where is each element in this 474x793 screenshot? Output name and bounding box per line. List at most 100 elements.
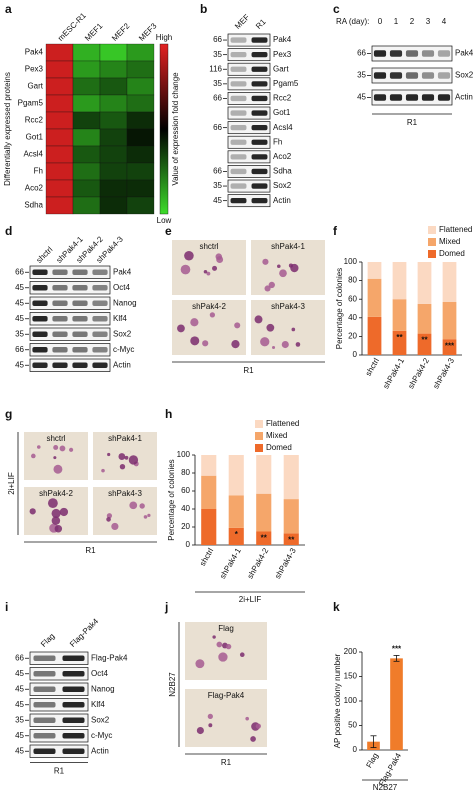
molecular-weight: 66: [15, 653, 24, 662]
x-tick-label: shPak4-1: [218, 546, 243, 580]
blot-band: [230, 37, 247, 43]
x-tick-label: shPak4-3: [431, 356, 456, 390]
row-label: Fh: [34, 167, 43, 176]
colony: [264, 285, 271, 292]
legend-label: Domed: [439, 249, 465, 258]
molecular-weight: 66: [15, 345, 24, 354]
blot-band: [72, 362, 88, 368]
panel-letter: f: [333, 224, 338, 238]
image-label: shctrl: [199, 242, 218, 251]
molecular-weight: 45: [15, 283, 24, 292]
blot-band: [405, 94, 419, 101]
heatmap-cell: [126, 196, 155, 215]
blot-band: [72, 316, 88, 322]
blot-strip: [29, 296, 111, 310]
colony: [268, 281, 275, 289]
colony: [51, 516, 61, 525]
blot-band: [33, 748, 56, 754]
heatmap-cell: [99, 196, 128, 215]
blot-band: [62, 655, 85, 661]
colony: [195, 659, 205, 669]
error-bar: [370, 735, 377, 748]
blot-band: [230, 124, 247, 131]
molecular-weight: 45: [15, 360, 24, 369]
protein-label: Aco2: [273, 152, 292, 161]
blot-band: [32, 285, 48, 291]
bar-segment: [283, 499, 299, 534]
legend-label: Flattened: [266, 419, 299, 428]
blot-footer: R1: [407, 118, 418, 127]
bar-segment: [417, 333, 432, 355]
protein-label: Nanog: [91, 684, 115, 693]
row-label: Sdha: [24, 201, 43, 210]
heatmap-cell: [72, 179, 101, 198]
heatmap-cell: [72, 162, 101, 181]
blot-strip: [227, 121, 271, 135]
bar-segment: [283, 455, 299, 500]
protein-label: Klf4: [91, 700, 105, 709]
molecular-weight: 45: [15, 669, 24, 678]
row-label: Rcc2: [25, 116, 44, 125]
protein-label: Actin: [91, 746, 109, 755]
blot-band: [92, 331, 108, 337]
blot-band: [251, 139, 268, 145]
colony: [291, 327, 296, 332]
protein-label: c-Myc: [91, 731, 112, 740]
bar-segment: [367, 262, 382, 279]
heatmap-cell: [99, 145, 128, 164]
heatmap-cell: [45, 77, 74, 96]
panel-letter: h: [165, 407, 172, 421]
heatmap-cell: [72, 128, 101, 147]
heatmap-cell: [72, 60, 101, 79]
heatmap-cell: [99, 43, 128, 62]
lane-label: Flag: [39, 632, 56, 649]
protein-label: Got1: [273, 108, 291, 117]
blot-band: [373, 94, 387, 101]
blot-strip: [29, 312, 111, 326]
blot-strip: [227, 179, 271, 193]
colony: [196, 726, 204, 735]
protein-label: Gart: [273, 64, 289, 73]
colony: [207, 713, 213, 720]
colony: [272, 345, 276, 349]
legend-label: Mixed: [439, 237, 460, 246]
lane-label: 0: [378, 17, 383, 26]
blot-band: [251, 37, 268, 43]
bar-segment: [417, 262, 432, 304]
error-bar: [393, 655, 400, 662]
molecular-weight: 45: [15, 684, 24, 693]
protein-label: c-Myc: [113, 345, 134, 354]
colony: [206, 271, 211, 276]
colony: [184, 250, 194, 261]
protein-label: Actin: [455, 93, 473, 102]
blot-band: [251, 124, 268, 131]
blot-band: [33, 655, 56, 661]
colony: [59, 445, 66, 452]
blot-band: [251, 110, 268, 116]
y-axis-label: AP positive colony number: [333, 653, 342, 748]
blot-band: [32, 331, 48, 337]
blot-band: [251, 95, 268, 102]
lane-label: 2: [410, 17, 415, 26]
y-tick-label: 200: [344, 647, 358, 656]
legend-swatch: [255, 420, 263, 428]
blot-band: [32, 300, 48, 306]
row-label: Pgam5: [18, 99, 44, 108]
x-tick-label: shctrl: [364, 356, 381, 377]
protein-label: Oct4: [113, 283, 130, 292]
row-label: Pex3: [25, 65, 44, 74]
heatmap-cell: [72, 43, 101, 62]
bar-segment: [367, 316, 382, 355]
colony: [53, 464, 63, 474]
bar-segment: [256, 531, 272, 545]
y-tick-label: 100: [344, 257, 358, 266]
heatmap-cell: [45, 162, 74, 181]
blot-band: [230, 168, 247, 175]
heatmap-cell: [72, 111, 101, 130]
blot-band: [373, 50, 387, 57]
colony: [245, 716, 249, 721]
molecular-weight: 35: [213, 50, 222, 59]
colony: [234, 322, 241, 329]
image-label: shPak4-3: [108, 489, 142, 498]
blot-band: [405, 72, 419, 79]
